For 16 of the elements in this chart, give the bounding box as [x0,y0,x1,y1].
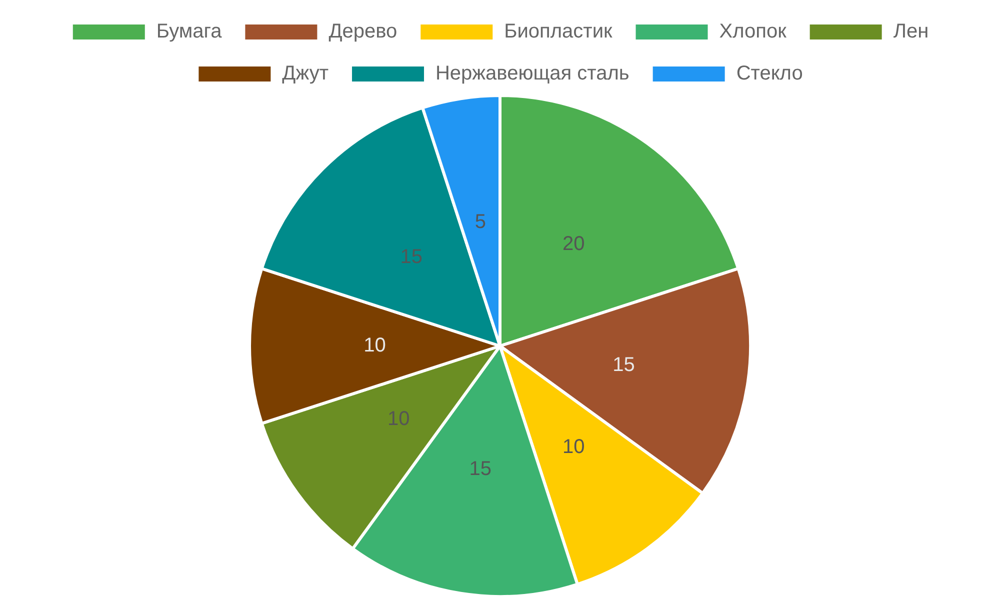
legend-label: Биопластик [504,20,613,43]
data-label: 10 [562,436,585,458]
legend-label: Джут [282,62,328,85]
data-label: 20 [562,233,585,256]
data-label: 15 [469,458,492,480]
legend-label: Дерево [328,20,398,43]
legend-label: Лен [893,20,929,43]
data-label: 5 [474,210,486,233]
data-label: 15 [400,246,423,268]
legend-label: Бумага [156,20,223,43]
data-label: 10 [388,408,410,430]
legend-label: Стекло [736,62,803,85]
legend-label: Хлопок [719,20,787,43]
legend-label: Нержавеющая сталь [435,62,630,85]
data-label: 15 [612,354,635,376]
data-label: 10 [364,334,386,357]
